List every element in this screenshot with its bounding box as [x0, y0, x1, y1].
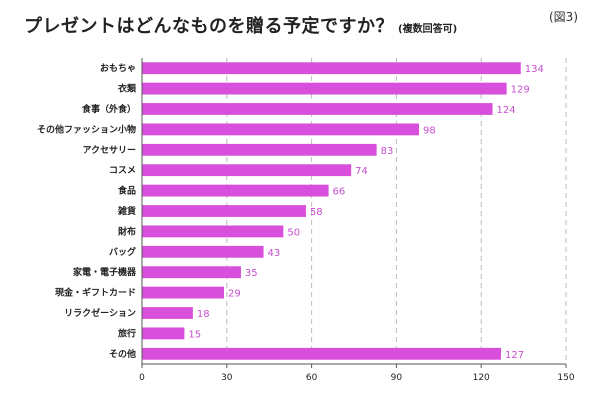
x-tick-label-4: 120	[473, 373, 490, 383]
bar-14	[142, 347, 501, 360]
bar-5	[142, 164, 352, 177]
category-label-11: 現金・ギフトカード	[55, 287, 136, 299]
bar-0	[142, 62, 521, 75]
value-label-9: 43	[268, 248, 281, 259]
value-label-2: 124	[497, 105, 516, 116]
value-label-4: 83	[381, 146, 394, 157]
value-label-8: 50	[287, 227, 300, 238]
bar-9	[142, 245, 264, 258]
category-label-14: その他	[109, 348, 136, 360]
category-label-10: 家電・電子機器	[73, 266, 137, 278]
category-label-7: 雑貨	[117, 205, 136, 217]
figure-label: (図3)	[549, 10, 578, 24]
chart-title: プレゼントはどんなものを贈る予定ですか？	[24, 16, 394, 37]
category-label-0: おもちゃ	[100, 63, 136, 74]
value-label-1: 129	[511, 85, 530, 96]
bar-10	[142, 266, 241, 279]
value-label-7: 58	[310, 207, 323, 218]
bar-3	[142, 123, 420, 136]
value-label-12: 18	[197, 309, 210, 320]
category-label-13: 旅行	[118, 327, 136, 339]
category-label-12: リラクゼーション	[64, 307, 136, 319]
x-tick-label-3: 90	[391, 373, 403, 383]
chart-subtitle: (複数回答可)	[398, 24, 458, 35]
bar-6	[142, 184, 329, 197]
bar-1	[142, 82, 507, 95]
value-label-3: 98	[423, 125, 436, 136]
value-label-0: 134	[525, 64, 544, 75]
value-label-10: 35	[245, 268, 258, 279]
value-label-14: 127	[505, 350, 524, 361]
x-tick-label-5: 150	[557, 373, 574, 383]
x-tick-label-0: 0	[139, 373, 145, 383]
value-label-6: 66	[333, 187, 346, 198]
category-label-6: 食品	[117, 185, 136, 197]
category-label-8: 財布	[117, 225, 136, 237]
category-label-2: 食事（外食）	[81, 103, 136, 115]
category-label-5: コスメ	[109, 165, 136, 176]
bar-2	[142, 103, 493, 115]
x-tick-label-1: 30	[221, 373, 233, 383]
value-label-13: 15	[188, 329, 201, 340]
bar-11	[142, 286, 224, 299]
bar-4	[142, 143, 377, 156]
value-label-5: 74	[355, 166, 368, 177]
bar-7	[142, 205, 306, 217]
bar-12	[142, 307, 193, 319]
bar-8	[142, 225, 284, 238]
chart-title-block: プレゼントはどんなものを贈る予定ですか？ (複数回答可)	[24, 12, 457, 38]
category-label-4: アクセサリー	[82, 145, 136, 156]
category-label-9: バッグ	[109, 246, 136, 258]
value-label-11: 29	[228, 289, 241, 300]
category-label-1: 衣類	[118, 83, 137, 95]
bar-13	[142, 327, 185, 340]
category-label-3: その他ファッション小物	[37, 123, 136, 135]
x-tick-label-2: 60	[306, 373, 318, 383]
